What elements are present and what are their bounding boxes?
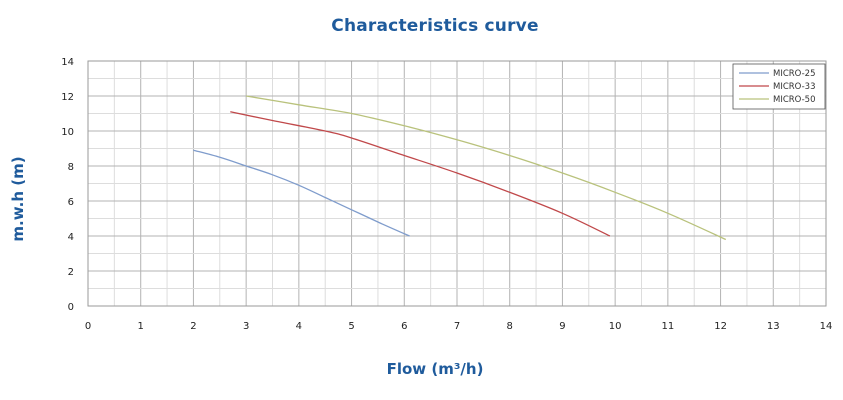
plot-frame [87, 60, 827, 307]
grid [87, 60, 827, 307]
x-tick-label: 5 [348, 321, 354, 332]
x-tick-label: 13 [767, 321, 780, 332]
y-tick-label: 12 [61, 92, 74, 103]
x-tick-label: 1 [138, 321, 144, 332]
y-tick-label: 6 [68, 197, 74, 208]
legend-label-micro-25: MICRO-25 [773, 69, 816, 79]
x-tick-label: 6 [401, 321, 407, 332]
legend-label-micro-50: MICRO-50 [773, 95, 816, 105]
y-tick-label: 14 [61, 57, 74, 68]
x-tick-label: 12 [714, 321, 727, 332]
x-tick-label: 7 [454, 321, 460, 332]
x-axis-label: Flow (m³/h) [386, 360, 484, 378]
x-tick-label: 3 [243, 321, 249, 332]
x-tick-label: 8 [507, 321, 513, 332]
series-lines [193, 95, 727, 241]
y-tick-label: 10 [61, 127, 74, 138]
y-tick-label: 0 [68, 302, 74, 313]
series-line-micro-25 [193, 149, 410, 237]
x-tick-label: 11 [661, 321, 674, 332]
x-tick-label: 0 [85, 321, 91, 332]
series-line-micro-33 [230, 111, 611, 237]
y-tick-label: 2 [68, 267, 74, 278]
x-tick-label: 9 [559, 321, 565, 332]
y-tick-label: 4 [68, 232, 74, 243]
series-line-micro-50 [245, 95, 727, 241]
x-tick-label: 14 [820, 321, 833, 332]
y-tick-label: 8 [68, 162, 74, 173]
x-tick-label: 4 [296, 321, 302, 332]
x-tick-label: 10 [609, 321, 622, 332]
x-tick-label: 2 [190, 321, 196, 332]
legend-label-micro-33: MICRO-33 [773, 82, 816, 92]
chart-title: Characteristics curve [331, 16, 539, 36]
legend: MICRO-25 MICRO-33 MICRO-50 [732, 63, 826, 110]
